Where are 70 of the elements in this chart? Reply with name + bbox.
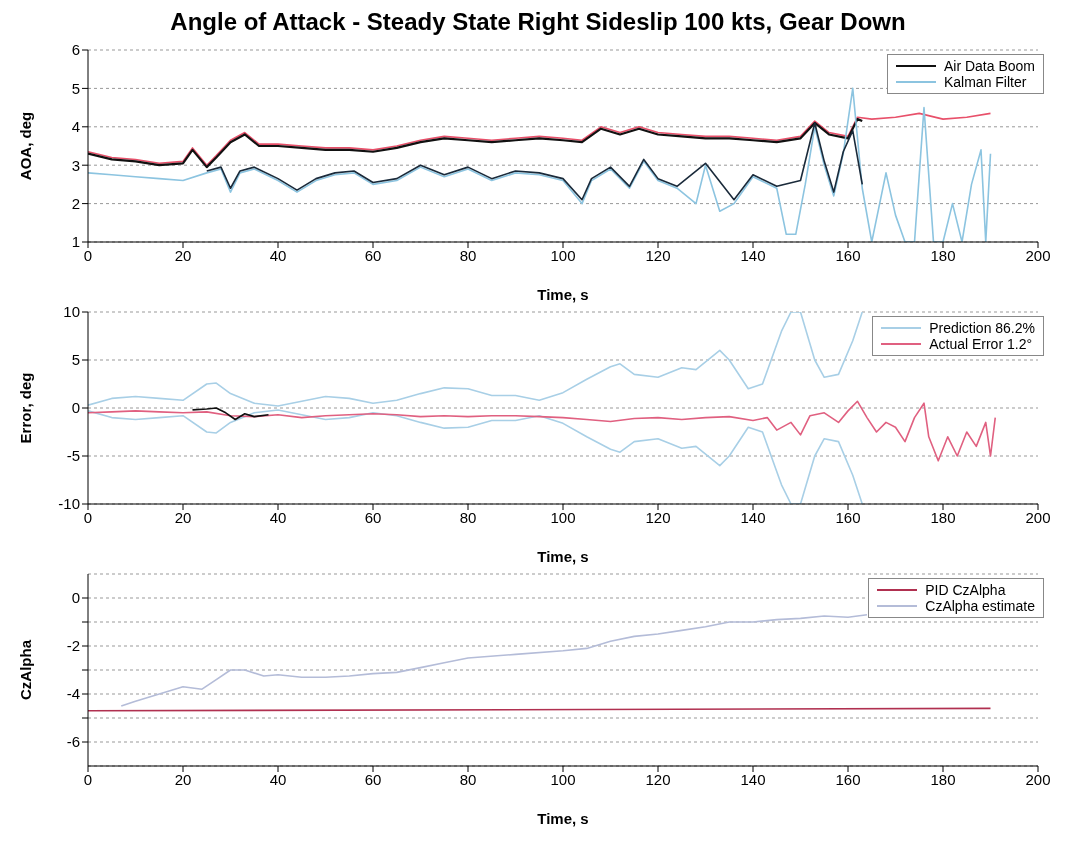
x-tick-label: 140 <box>740 770 766 788</box>
line-series <box>205 122 864 201</box>
line-series <box>88 409 864 504</box>
x-tick-label: 180 <box>930 246 956 264</box>
line-series <box>88 312 864 407</box>
x-tick-label: 80 <box>459 508 477 526</box>
y-tick-label: -2 <box>66 637 80 655</box>
chart-title: Angle of Attack - Steady State Right Sideslip 100 kts, Gear Down <box>169 8 907 37</box>
y-tick-label: 0 <box>71 589 80 607</box>
y-tick-label: -6 <box>66 733 80 751</box>
x-tick-label: 80 <box>459 770 477 788</box>
y-axis-title: Error, deg <box>17 372 35 444</box>
x-axis-title: Time, s <box>537 286 589 303</box>
x-tick-label: 40 <box>269 246 287 264</box>
line-series <box>88 87 992 242</box>
line-series <box>88 118 864 169</box>
legend-label: CzAlpha estimate <box>925 598 1035 614</box>
y-tick-label: -4 <box>66 685 80 703</box>
x-tick-label: 20 <box>174 508 192 526</box>
line-series <box>88 400 997 462</box>
x-tick-label: 100 <box>550 770 576 788</box>
x-tick-label: 40 <box>269 508 287 526</box>
line-series <box>191 407 270 421</box>
y-tick-label: 2 <box>71 194 80 212</box>
legend-label: Prediction 86.2% <box>929 320 1035 336</box>
y-tick-label: 0 <box>71 399 80 417</box>
y-axis-title: AOA, deg <box>17 111 35 181</box>
legend-label: Actual Error 1.2° <box>929 336 1033 352</box>
y-axis-title: CzAlpha <box>17 639 35 700</box>
x-tick-label: 140 <box>740 246 766 264</box>
x-tick-label: 180 <box>930 770 956 788</box>
x-tick-label: 0 <box>83 508 93 526</box>
legend-label: Kalman Filter <box>943 74 1027 90</box>
x-tick-label: 60 <box>364 770 382 788</box>
x-tick-label: 100 <box>550 508 576 526</box>
x-tick-label: 100 <box>550 246 576 264</box>
legend-label: Air Data Boom <box>943 58 1035 74</box>
x-tick-label: 20 <box>174 770 192 788</box>
line-series <box>88 112 992 166</box>
line-series <box>120 614 868 707</box>
legend-label: PID CzAlpha <box>925 582 1006 598</box>
x-tick-label: 200 <box>1025 508 1051 526</box>
x-tick-label: 160 <box>835 508 861 526</box>
y-tick-label: 10 <box>63 303 80 321</box>
x-tick-label: 160 <box>835 246 861 264</box>
y-tick-label: 5 <box>71 79 80 97</box>
x-tick-label: 60 <box>364 508 382 526</box>
x-tick-label: 120 <box>645 508 671 526</box>
x-tick-label: 60 <box>364 246 382 264</box>
x-tick-label: 160 <box>835 770 861 788</box>
y-tick-label: -5 <box>66 447 80 465</box>
x-tick-label: 140 <box>740 508 766 526</box>
y-tick-label: 6 <box>71 41 80 59</box>
x-tick-label: 180 <box>930 508 956 526</box>
x-tick-label: 200 <box>1025 770 1051 788</box>
x-tick-label: 120 <box>645 770 671 788</box>
x-tick-label: 80 <box>459 246 477 264</box>
x-tick-label: 200 <box>1025 246 1051 264</box>
y-tick-label: 1 <box>71 233 80 251</box>
x-axis-title: Time, s <box>537 810 589 827</box>
y-tick-label: -10 <box>58 495 80 513</box>
x-axis-title: Time, s <box>537 548 589 565</box>
x-tick-label: 0 <box>83 246 93 264</box>
x-tick-label: 40 <box>269 770 287 788</box>
x-tick-label: 20 <box>174 246 192 264</box>
y-tick-label: 4 <box>71 118 80 136</box>
x-tick-label: 0 <box>83 770 93 788</box>
x-tick-label: 120 <box>645 246 671 264</box>
y-tick-label: 3 <box>71 156 80 174</box>
y-tick-label: 5 <box>71 351 80 369</box>
